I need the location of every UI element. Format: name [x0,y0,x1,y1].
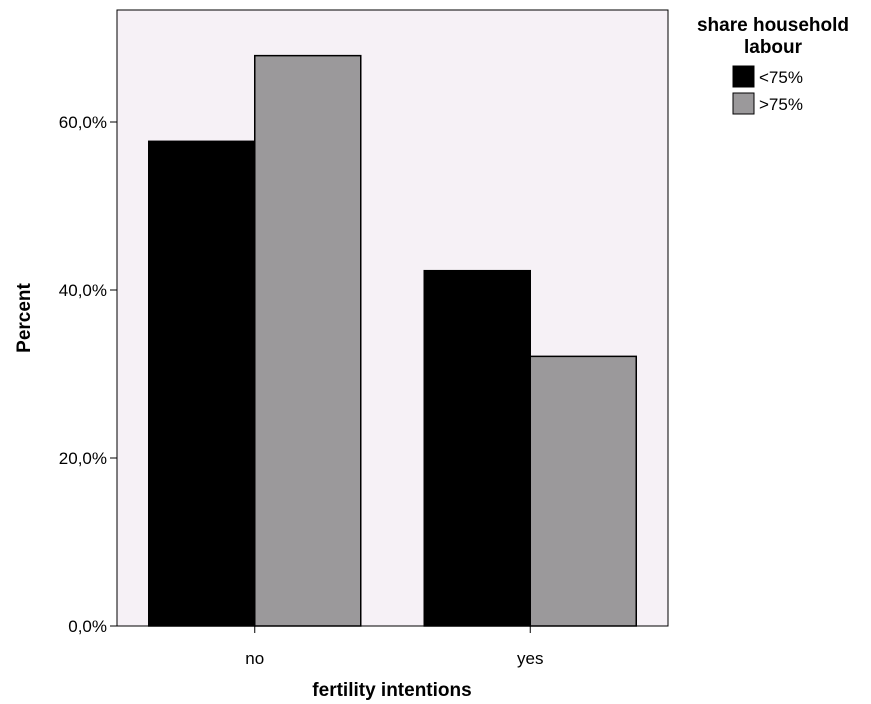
bar-yes-series-1 [529,355,637,627]
x-axis-title: fertility intentions [312,680,471,701]
bar-yes-series-0 [423,269,531,627]
legend-swatch-lt75 [732,65,755,88]
bar-no-series-0 [148,140,256,627]
legend-title-line-1: share household [697,15,849,36]
y-axis-title: Percent [14,282,35,352]
legend: share household labour <75% >75% [697,15,849,115]
legend-title-line-2: labour [744,37,803,58]
y-tick-label: 20,0% [59,449,107,468]
y-axis: 0,0% 20,0% 40,0% 60,0% [59,113,117,636]
x-tick-label-no: no [245,649,264,668]
x-axis: no yes [245,626,543,668]
legend-label-gt75: >75% [759,95,803,114]
legend-label-lt75: <75% [759,68,803,87]
y-tick-label: 40,0% [59,281,107,300]
y-tick-label: 60,0% [59,113,107,132]
bar-no-series-1 [254,54,362,627]
legend-swatch-gt75 [732,92,755,115]
bars-layer [148,54,637,627]
x-tick-label-yes: yes [517,649,543,668]
y-tick-label: 0,0% [68,617,107,636]
